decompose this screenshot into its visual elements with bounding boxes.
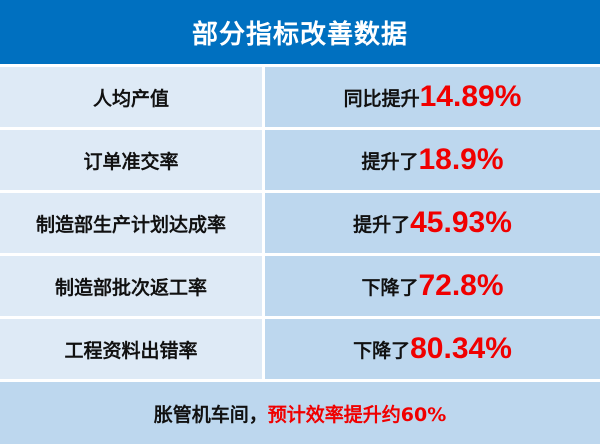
footer-lead: 胀管机车间， [153,403,268,426]
change-prefix: 下降了 [361,276,419,299]
change-prefix: 提升了 [353,213,411,236]
metrics-table: 人均产值 同比提升 14.89% 订单准交率 提升了 18.9% 制造部生产计划达成… [0,67,600,379]
metric-label: 订单准交率 [0,130,262,190]
footer-note: 胀管机车间， 预计效率提升约60% [0,382,600,444]
table-row: 订单准交率 提升了 18.9% [0,130,600,190]
change-value: 45.93% [410,206,512,239]
metric-label: 制造部批次返工率 [0,256,262,316]
metric-change: 提升了 18.9% [265,130,600,190]
table-row: 工程资料出错率 下降了 80.34% [0,319,600,379]
change-prefix: 提升了 [361,150,419,173]
change-value: 80.34% [410,332,512,365]
footer-highlight: 预计效率提升约60% [267,403,447,426]
table-row: 制造部生产计划达成率 提升了 45.93% [0,193,600,253]
metric-change: 下降了 80.34% [265,319,600,379]
metric-label: 制造部生产计划达成率 [0,193,262,253]
change-value: 18.9% [418,143,504,176]
metric-change: 下降了 72.8% [265,256,600,316]
change-prefix: 同比提升 [343,87,420,110]
table-row: 人均产值 同比提升 14.89% [0,67,600,127]
table-row: 制造部批次返工率 下降了 72.8% [0,256,600,316]
metric-change: 提升了 45.93% [265,193,600,253]
metric-change: 同比提升 14.89% [265,67,600,127]
change-prefix: 下降了 [353,339,411,362]
page-title: 部分指标改善数据 [0,0,600,64]
metric-label: 工程资料出错率 [0,319,262,379]
metric-label: 人均产值 [0,67,262,127]
change-value: 72.8% [418,269,504,302]
change-value: 14.89% [419,80,522,113]
